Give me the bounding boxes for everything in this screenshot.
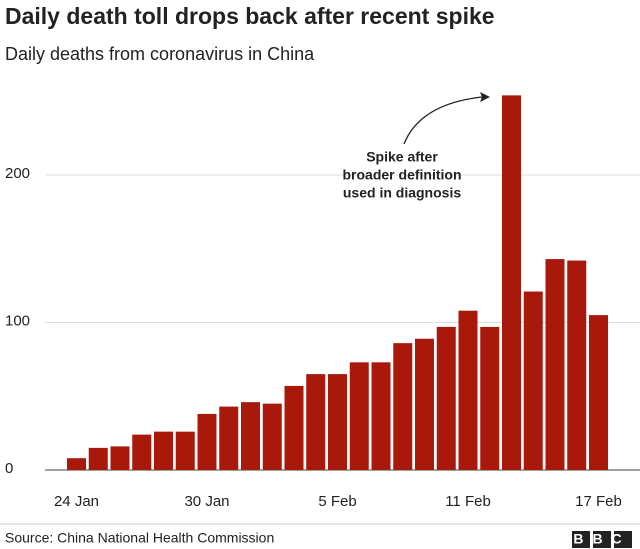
- x-tick-label: 17 Feb: [575, 493, 622, 510]
- y-tick-label: 0: [5, 460, 13, 477]
- bar: [523, 291, 543, 470]
- bar: [436, 326, 456, 470]
- bar: [502, 95, 521, 470]
- bar: [110, 446, 130, 470]
- annotation: broader definition: [343, 167, 462, 183]
- bar: [132, 434, 152, 470]
- bar: [393, 343, 413, 470]
- bar: [241, 402, 260, 470]
- source: Source: China National Health Commission: [5, 530, 274, 546]
- arrow-head: [480, 92, 490, 102]
- bar: [219, 406, 239, 470]
- x-tick-label: 5 Feb: [318, 493, 356, 510]
- y-tick-label: 100: [5, 312, 30, 329]
- bar: [589, 315, 608, 470]
- bar: [480, 326, 500, 470]
- bar: [349, 362, 369, 470]
- x-tick-label: 11 Feb: [445, 493, 491, 510]
- bar: [262, 403, 282, 470]
- x-tick-label: 30 Jan: [184, 493, 229, 510]
- logo-box: [572, 531, 590, 548]
- bar: [306, 374, 326, 470]
- bar: [458, 310, 478, 470]
- bar: [88, 447, 108, 470]
- annotation: used in diagnosis: [343, 185, 461, 201]
- annotation: Spike after: [366, 149, 438, 165]
- bar: [197, 413, 217, 470]
- y-tick-label: 200: [5, 165, 30, 182]
- bar: [175, 431, 195, 470]
- bar: [567, 260, 587, 470]
- x-tick-label: 24 Jan: [54, 493, 99, 510]
- logo-box: [614, 531, 632, 548]
- bar: [284, 385, 304, 470]
- chart-subtitle: Daily deaths from coronavirus in China: [5, 44, 315, 64]
- bar: [328, 374, 347, 470]
- bar: [545, 259, 565, 470]
- bar: [371, 362, 391, 470]
- logo: BBC: [573, 531, 630, 547]
- chart-title: Daily death toll drops back after recent…: [5, 3, 495, 29]
- bar: [67, 458, 86, 470]
- annotation-arrow: [403, 96, 483, 145]
- logo-box: [593, 531, 611, 548]
- bar: [154, 431, 173, 470]
- bar: [415, 338, 434, 470]
